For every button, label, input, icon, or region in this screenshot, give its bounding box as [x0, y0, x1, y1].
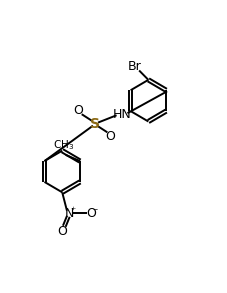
Text: HN: HN [112, 108, 131, 121]
Text: Br: Br [128, 60, 142, 73]
Text: $^+$: $^+$ [69, 205, 77, 214]
Text: CH$_3$: CH$_3$ [53, 139, 75, 152]
Text: $^-$: $^-$ [91, 205, 99, 214]
Text: S: S [90, 117, 100, 131]
Text: O: O [74, 104, 84, 117]
Text: O: O [86, 207, 96, 220]
Text: N: N [65, 207, 74, 220]
Text: O: O [57, 225, 67, 238]
Text: O: O [106, 130, 115, 143]
